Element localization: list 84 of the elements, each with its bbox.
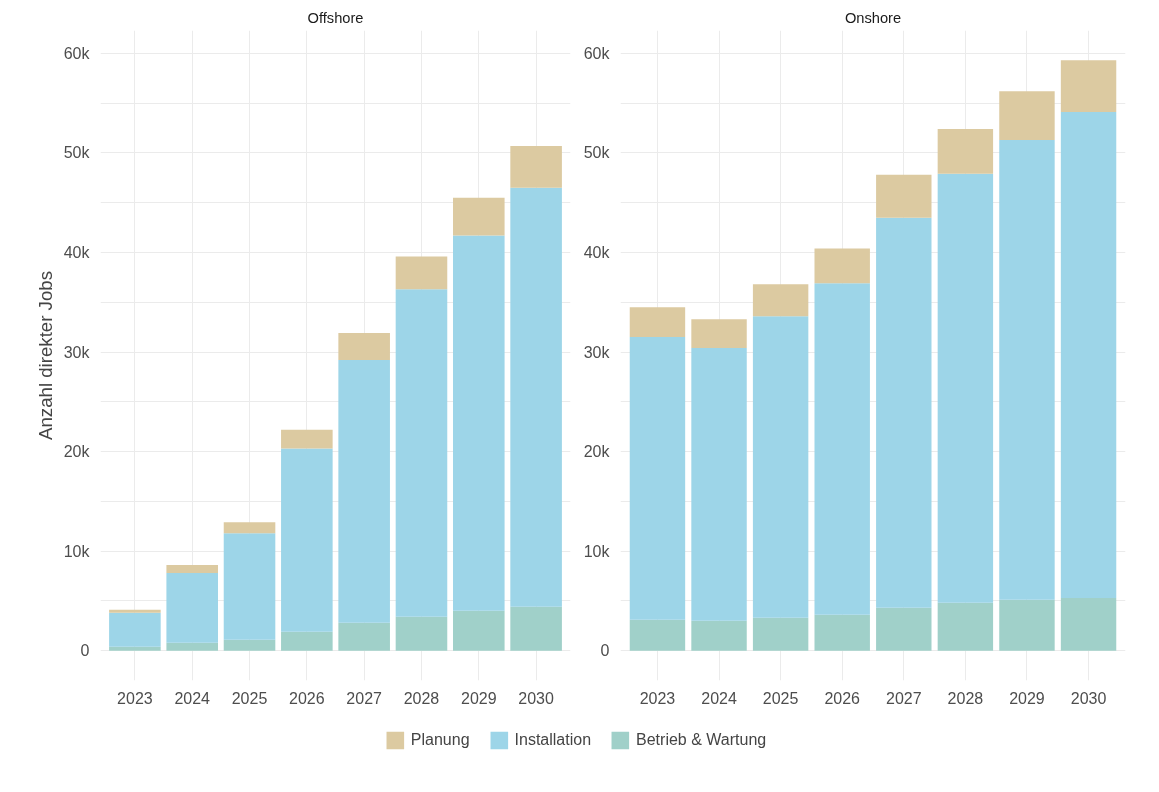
legend-label: Planung [410, 731, 470, 749]
bar [752, 617, 809, 651]
y-tick-label: 30k [583, 343, 611, 361]
bar [876, 217, 932, 608]
bar [752, 316, 809, 618]
bar [752, 284, 809, 317]
bar [453, 610, 505, 651]
bar [510, 606, 562, 651]
y-tick-label: 20k [583, 443, 611, 461]
x-tick-label: 2030 [518, 689, 555, 707]
bar [937, 173, 994, 603]
bar [1060, 60, 1117, 113]
bar [223, 533, 276, 640]
y-axis-title: Anzahl direkter Jobs [34, 270, 56, 441]
bar [281, 448, 333, 632]
y-tick-label: 50k [63, 144, 91, 162]
bar [814, 283, 870, 615]
bar [1060, 112, 1117, 598]
x-tick-label: 2029 [461, 689, 497, 707]
bar [814, 614, 870, 651]
legend-label: Betrieb & Wartung [636, 731, 767, 749]
x-tick-label: 2028 [947, 689, 984, 707]
y-tick-label: 50k [583, 144, 611, 162]
y-tick-label: 60k [63, 44, 91, 62]
bar [281, 429, 333, 449]
bar [109, 646, 161, 651]
y-tick-label: 0 [80, 642, 90, 660]
x-tick-label: 2028 [403, 689, 440, 707]
bar [510, 145, 562, 188]
bar [937, 129, 994, 174]
bar [166, 642, 218, 651]
bar [1060, 597, 1117, 651]
y-tick-label: 20k [63, 443, 91, 461]
chart-title: Onshore [844, 9, 902, 26]
bar [338, 622, 390, 651]
bar [223, 639, 276, 651]
x-tick-label: 2026 [289, 689, 325, 707]
x-tick-label: 2027 [886, 689, 922, 707]
bar [937, 602, 994, 651]
bar [453, 235, 505, 611]
bar [109, 609, 161, 613]
bar [876, 607, 932, 651]
bar [338, 333, 390, 360]
bar [223, 522, 276, 534]
bar [999, 599, 1055, 651]
y-tick-label: 40k [583, 243, 611, 261]
bar [395, 616, 448, 651]
bar [510, 187, 562, 607]
y-tick-label: 40k [63, 243, 91, 261]
bar [338, 359, 390, 623]
x-tick-label: 2026 [824, 689, 861, 707]
y-tick-label: 60k [583, 44, 611, 62]
y-tick-label: 10k [583, 542, 611, 560]
bar [691, 348, 747, 621]
bar [876, 174, 932, 218]
bar [281, 631, 333, 651]
x-tick-label: 2023 [117, 689, 153, 707]
bar [691, 620, 747, 651]
x-tick-label: 2024 [701, 689, 737, 707]
bar [629, 619, 686, 651]
bar [395, 256, 448, 290]
bar [629, 337, 686, 620]
x-tick-label: 2025 [231, 689, 268, 707]
x-tick-label: 2027 [346, 689, 383, 707]
legend-label: Installation [514, 731, 592, 749]
x-tick-label: 2024 [174, 689, 211, 707]
x-tick-label: 2029 [1009, 689, 1045, 707]
y-tick-label: 0 [600, 642, 610, 660]
bar [109, 612, 161, 647]
bar [166, 565, 218, 573]
bar [629, 307, 686, 338]
x-tick-label: 2023 [639, 689, 676, 707]
bar [691, 319, 747, 349]
x-tick-label: 2030 [1070, 689, 1107, 707]
bar [166, 573, 218, 643]
bar [999, 91, 1055, 140]
y-tick-label: 30k [63, 343, 91, 361]
chart-title: Offshore [307, 9, 364, 26]
bar [999, 139, 1055, 600]
bar [395, 289, 448, 617]
x-tick-label: 2025 [762, 689, 799, 707]
y-tick-label: 10k [63, 542, 91, 560]
bar [453, 197, 505, 236]
bar [814, 248, 870, 284]
